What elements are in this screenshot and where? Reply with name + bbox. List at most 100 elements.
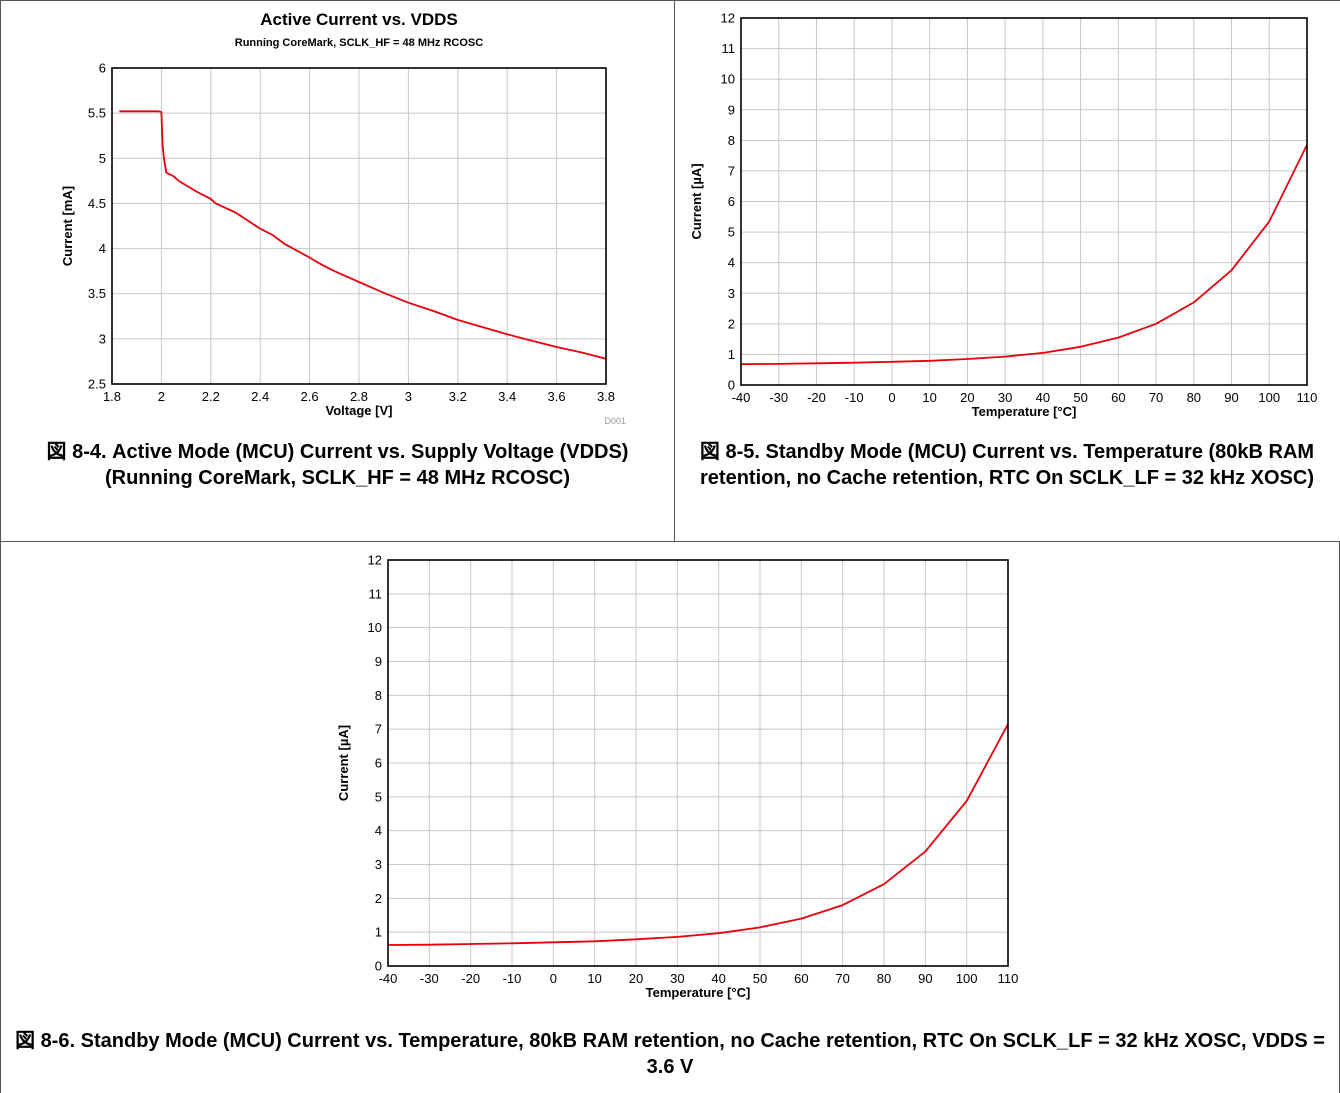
x-tick-label: 3.2: [449, 389, 467, 404]
y-axis-title: Current [µA]: [689, 163, 704, 239]
x-tick-label: -20: [461, 971, 480, 986]
y-tick-label: 9: [375, 654, 382, 669]
figure-label: 図 8-4.: [46, 441, 107, 463]
y-tick-label: 9: [728, 102, 735, 117]
y-tick-label: 8: [375, 688, 382, 703]
plot-frame: [387, 559, 1009, 967]
y-tick-label: 4.5: [88, 196, 106, 211]
x-tick-label: -10: [503, 971, 522, 986]
y-tick-label: 12: [368, 553, 382, 568]
x-tick-label: 2.2: [202, 389, 220, 404]
y-tick-label: 11: [369, 586, 383, 601]
x-tick-label: 100: [956, 971, 978, 986]
x-tick-label: 0: [550, 971, 557, 986]
y-tick-label: 7: [728, 163, 735, 178]
x-tick-label: -40: [732, 390, 751, 405]
x-tick-label: 3.6: [548, 389, 566, 404]
x-tick-label: 3: [405, 389, 412, 404]
x-tick-label: 20: [629, 971, 643, 986]
y-tick-label: 3: [728, 286, 735, 301]
x-tick-label: -30: [420, 971, 439, 986]
y-tick-label: 4: [99, 241, 106, 256]
x-tick-label: 80: [877, 971, 891, 986]
x-tick-label: 100: [1258, 390, 1280, 405]
x-tick-label: 2.6: [301, 389, 319, 404]
y-tick-label: 1: [728, 347, 735, 362]
x-tick-label: -40: [379, 971, 398, 986]
x-tick-label: -30: [769, 390, 788, 405]
y-tick-label: 7: [375, 722, 382, 737]
x-tick-label: 2.4: [251, 389, 269, 404]
x-tick-label: 40: [711, 971, 725, 986]
x-tick-label: 60: [1111, 390, 1125, 405]
y-tick-label: 5.5: [88, 106, 106, 121]
x-tick-label: 2.8: [350, 389, 368, 404]
plot-frame: [111, 67, 607, 385]
x-tick-label: 50: [1073, 390, 1087, 405]
y-tick-label: 3: [99, 331, 106, 346]
y-tick-label: 5: [99, 151, 106, 166]
y-tick-label: 6: [375, 756, 382, 771]
x-tick-label: 3.8: [597, 389, 615, 404]
y-tick-label: 0: [375, 959, 382, 974]
plot-frame: [740, 17, 1308, 386]
x-tick-label: -20: [807, 390, 826, 405]
x-tick-label: 10: [587, 971, 601, 986]
figure-caption: 図 8-5. Standby Mode (MCU) Current vs. Te…: [674, 439, 1340, 491]
figure-caption: 図 8-4. Active Mode (MCU) Current vs. Sup…: [1, 439, 674, 491]
x-tick-label: 80: [1187, 390, 1201, 405]
x-tick-label: 3.4: [498, 389, 516, 404]
x-tick-label: 50: [753, 971, 767, 986]
y-tick-label: 10: [721, 72, 735, 87]
y-tick-label: 6: [728, 194, 735, 209]
y-tick-label: 3: [375, 857, 382, 872]
x-tick-label: 0: [888, 390, 895, 405]
figure-8-5: -40 -30 -20 -10 0 10 20 30 40 50 60 70 80 90 100 110 0 1 2…: [674, 0, 1340, 542]
figure-caption-text: Standby Mode (MCU) Current vs. Temperatu…: [700, 441, 1315, 489]
x-tick-label: 40: [1036, 390, 1050, 405]
y-tick-label: 8: [728, 133, 735, 148]
chart-subtitle: Running CoreMark, SCLK_HF = 48 MHz RCOSC: [235, 37, 484, 49]
y-tick-label: 10: [368, 620, 382, 635]
x-tick-label: 30: [670, 971, 684, 986]
x-tick-label: 60: [794, 971, 808, 986]
x-tick-label: 2: [158, 389, 165, 404]
y-tick-label: 5: [375, 789, 382, 804]
x-tick-label: 20: [960, 390, 974, 405]
x-axis-title: Temperature [°C]: [972, 404, 1077, 419]
y-axis-title: Current [mA]: [60, 186, 75, 266]
x-tick-label: 110: [1297, 390, 1318, 405]
y-tick-label: 0: [728, 378, 735, 393]
standby-current-chart: -40 -30 -20 -10 0 10 20 30 40 50 60 70 80 90 100 110012…: [689, 11, 1318, 420]
figure-reference-id: D001: [604, 416, 626, 426]
active-current-chart: 1.8 2 2.2 2.4 2.6 2.8 3 3.2 3.4 3.6 3.8 2.5 3 3.5 4 4.5…: [60, 10, 626, 426]
figure-label: 図 8-6.: [15, 1030, 76, 1052]
figure-8-6: -40 -30 -20 -10 0 10 20 30 40 50 60 70 80 90 100 110 0 1 2…: [0, 541, 1340, 1093]
x-axis-title: Temperature [°C]: [646, 985, 751, 1000]
figure-label: 図 8-5.: [699, 441, 760, 463]
standby-current-vdds-chart: -40 -30 -20 -10 0 10 20 30 40 50 60 70 80 90 100 110 0 12…: [336, 553, 1019, 1001]
figure-caption: 図 8-6. Standby Mode (MCU) Current vs. Te…: [1, 1028, 1339, 1080]
series-line: [740, 144, 1308, 366]
series-line: [387, 723, 1009, 946]
x-tick-label: 30: [998, 390, 1012, 405]
y-tick-label: 4: [375, 823, 382, 838]
y-tick-label: 2: [375, 891, 382, 906]
x-tick-label: 1.8: [103, 389, 121, 404]
x-tick-label: 90: [918, 971, 932, 986]
figure-caption-text: Active Mode (MCU) Current vs. Supply Vol…: [104, 441, 629, 489]
x-tick-label: 90: [1224, 390, 1238, 405]
x-axis-title: Voltage [V]: [326, 403, 393, 418]
y-tick-label: 5: [728, 225, 735, 240]
x-tick-label: -10: [845, 390, 864, 405]
x-tick-label: 10: [922, 390, 936, 405]
y-tick-label: 6: [99, 61, 106, 76]
y-tick-label: 4: [728, 255, 735, 270]
y-axis-title: Current [µA]: [336, 725, 351, 801]
figure-8-4: 1.8 2 2.2 2.4 2.6 2.8 3 3.2 3.4 3.6 3.8 2.5 3 3.5 4 4.5…: [0, 0, 675, 542]
x-tick-label: 70: [835, 971, 849, 986]
y-tick-label: 3.5: [88, 286, 106, 301]
x-tick-label: 110: [998, 971, 1019, 986]
y-tick-label: 11: [722, 41, 736, 56]
chart-title: Active Current vs. VDDS: [260, 10, 457, 29]
